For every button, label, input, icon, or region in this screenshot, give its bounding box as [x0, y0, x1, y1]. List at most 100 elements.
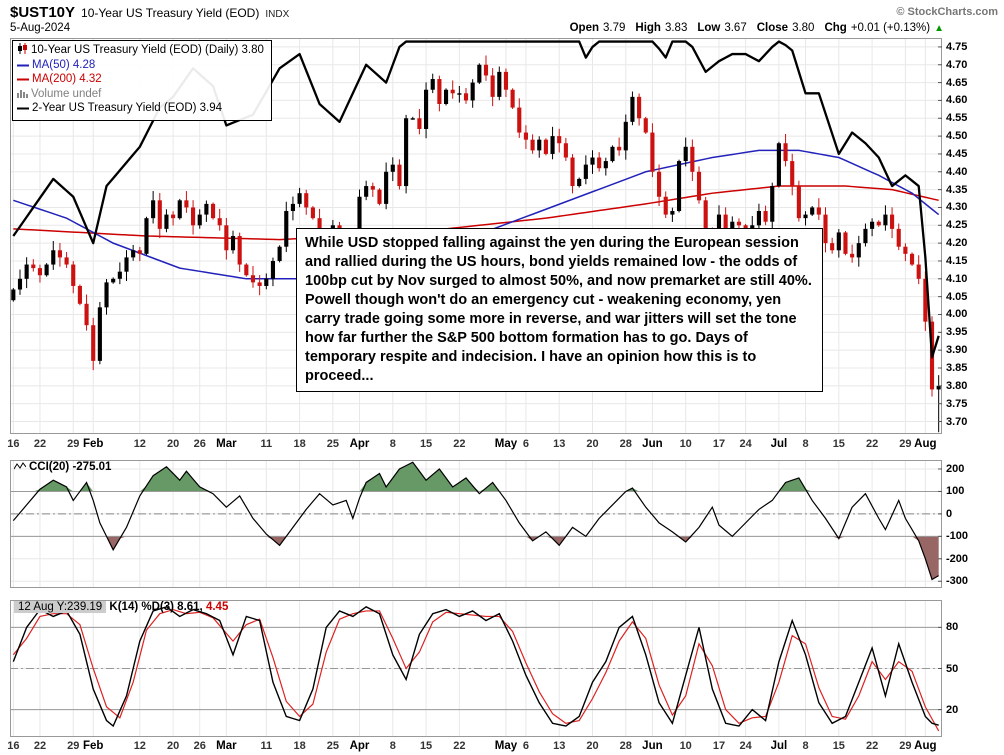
x-tick-label: 11	[260, 740, 273, 752]
y-tick-label: -300	[946, 575, 969, 588]
x-tick-label: Aug	[914, 740, 937, 752]
chart-title: 10-Year US Treasury Yield (EOD)	[81, 6, 260, 20]
y-tick-label: -100	[946, 530, 969, 543]
x-tick-label: 11	[260, 438, 273, 450]
y-tick-label: 20	[946, 703, 959, 716]
x-tick-label: 8	[389, 438, 396, 450]
x-tick-label: 13	[553, 438, 566, 450]
x-tick-label: Jun	[642, 438, 663, 450]
high-label: High	[635, 22, 661, 34]
y-tick-label: 50	[946, 662, 959, 675]
x-tick-label: 24	[739, 438, 752, 450]
x-tick-label: Jul	[770, 438, 788, 450]
x-tick-label: 6	[522, 740, 529, 752]
y-tick-label: -200	[946, 552, 969, 565]
gridlines	[10, 460, 942, 588]
low-label: Low	[697, 22, 721, 34]
y-tick-label: 100	[946, 485, 965, 498]
y-tick-label: 80	[946, 621, 959, 634]
x-tick-label: 17	[712, 438, 726, 450]
legend-overlay-label: 2-Year US Treasury Yield (EOD) 3.94	[32, 102, 223, 114]
y-tick-label: 4.55	[946, 112, 968, 125]
stoch-legend: 12 Aug Y:239.19 K(14) %D(3) 8.61, 4.45	[14, 601, 228, 613]
high-value: 3.83	[664, 22, 688, 34]
y-tick-label: 3.80	[946, 379, 968, 392]
y-tick-label: 4.30	[946, 201, 968, 214]
x-tick-label: Jun	[642, 740, 663, 752]
chg-value: +0.01 (+0.13%)	[850, 22, 931, 34]
x-tick-label: 22	[865, 740, 879, 752]
x-tick-label: 25	[326, 438, 339, 450]
x-tick-label: Apr	[349, 438, 370, 450]
y-tick-label: 4.05	[946, 290, 968, 303]
cci-pane: CCI(20) -275.01	[10, 460, 942, 588]
axis-ticks	[938, 46, 942, 423]
volume-bars-icon	[17, 89, 28, 103]
x-tick-label: 8	[389, 740, 396, 752]
legend-overlay: 2-Year US Treasury Yield (EOD) 3.94	[17, 102, 264, 117]
x-tick-label: Jul	[770, 740, 788, 752]
ohlc-readout: Open 3.79 High 3.83 Low 3.67 Close 3.80 Chg +0.01…	[560, 22, 944, 34]
crosshair-readout: 12 Aug Y:239.19	[14, 601, 107, 613]
x-axis-labels-top: 16 22 29 Feb 12 20 26 Mar 11 18 25 Apr 8 15 22 May 6 13 20…	[7, 437, 942, 453]
open-value: 3.79	[603, 22, 626, 34]
x-tick-label: May	[494, 438, 518, 450]
x-tick-label: 20	[586, 740, 599, 752]
x-tick-label: 22	[33, 438, 47, 450]
price-legend: 10-Year US Treasury Yield (EOD) (Daily) …	[12, 40, 272, 121]
x-tick-label: Mar	[216, 740, 237, 752]
legend-ma50-label: MA(50) 4.28	[32, 58, 96, 71]
x-tick-label: 29	[67, 740, 80, 752]
x-tick-label: 12	[133, 740, 146, 752]
x-tick-label: 29	[899, 438, 912, 450]
cci-line	[12, 461, 939, 581]
y-tick-label: 3.70	[946, 415, 968, 428]
x-tick-label: 10	[679, 740, 692, 752]
x-tick-label: 18	[293, 740, 306, 752]
x-tick-label: 26	[193, 740, 206, 752]
close-value: 3.80	[792, 22, 815, 34]
axis-ticks	[938, 626, 942, 711]
x-tick-label: 29	[67, 438, 80, 450]
x-tick-label: 12	[133, 438, 146, 450]
x-tick-label: 8	[802, 438, 809, 450]
price-pane: 10-Year US Treasury Yield (EOD) (Daily) …	[10, 38, 942, 434]
y-tick-label: 200	[946, 462, 965, 475]
x-tick-label: Mar	[216, 438, 237, 450]
x-tick-label: 16	[7, 438, 20, 450]
up-arrow-icon: ▲	[934, 23, 944, 34]
legend-ma50: MA(50) 4.28	[17, 59, 264, 74]
x-tick-label: 26	[193, 438, 206, 450]
x-tick-label: May	[494, 740, 518, 752]
y-tick-label: 4.20	[946, 237, 968, 250]
quote-row: 5-Aug-2024 Open 3.79 High 3.83 Low 3.67 Close 3…	[10, 22, 944, 38]
stoch-y-axis: 80 50 20	[944, 600, 1002, 737]
axis-ticks	[938, 468, 942, 582]
stoch-d-line	[12, 608, 940, 732]
x-tick-label: 13	[553, 740, 566, 752]
legend-series-label: 10-Year US Treasury Yield (EOD) (Daily) …	[31, 44, 264, 56]
ma200-line	[13, 185, 939, 241]
low-value: 3.67	[724, 22, 747, 34]
y-tick-label: 4.25	[946, 219, 968, 232]
stoch-pane: 12 Aug Y:239.19 K(14) %D(3) 8.61, 4.45	[10, 600, 942, 737]
x-tick-label: 22	[453, 740, 466, 752]
stoch-chart-svg	[10, 600, 942, 737]
chart-header: $UST10Y 10-Year US Treasury Yield (EOD) IN…	[10, 4, 998, 22]
y-tick-label: 4.10	[946, 272, 968, 285]
exchange-label: INDX	[265, 9, 290, 20]
x-tick-label: 24	[739, 740, 752, 752]
x-tick-label: 17	[712, 740, 726, 752]
x-tick-label: 20	[166, 740, 180, 752]
legend-series: 10-Year US Treasury Yield (EOD) (Daily) …	[17, 43, 264, 59]
x-tick-label: 25	[326, 740, 339, 752]
y-tick-label: 4.35	[946, 183, 968, 196]
y-tick-label: 4.65	[946, 76, 968, 89]
x-tick-label: 15	[832, 740, 845, 752]
x-tick-label: 18	[293, 438, 306, 450]
y-tick-label: 4.45	[946, 147, 968, 160]
y-tick-label: 4.60	[946, 94, 968, 107]
legend-volume-label: Volume undef	[31, 87, 102, 100]
cci-line-icon	[13, 462, 27, 474]
